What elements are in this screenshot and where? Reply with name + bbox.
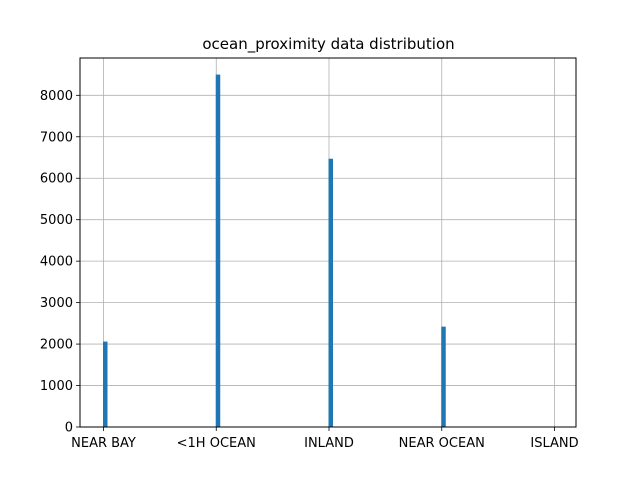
bar <box>215 74 221 428</box>
y-axis: 0 1000 2000 3000 4000 5000 6000 7000 8000 <box>40 89 80 436</box>
x-tick-label: <1H OCEAN <box>177 436 256 451</box>
x-tick-label: ISLAND <box>530 436 578 451</box>
y-tick-label: 2000 <box>40 338 73 353</box>
x-axis: NEAR BAY <1H OCEAN INLAND NEAR OCEAN ISLAND <box>71 427 579 451</box>
x-tick-label: INLAND <box>304 436 354 451</box>
y-tick-label: 7000 <box>40 130 73 145</box>
x-tick-label: NEAR OCEAN <box>399 436 485 451</box>
bar <box>103 341 108 427</box>
y-tick-label: 8000 <box>40 89 73 104</box>
bar <box>441 326 446 427</box>
grid-layer <box>80 58 576 428</box>
bar-layer <box>103 74 559 428</box>
plot-frame <box>79 57 577 428</box>
y-tick-label: 6000 <box>40 172 73 187</box>
y-tick-label: 4000 <box>40 255 73 270</box>
bar <box>328 158 333 427</box>
y-tick-label: 5000 <box>40 213 73 228</box>
x-tick-label: NEAR BAY <box>71 436 136 451</box>
chart-title: ocean_proximity data distribution <box>202 35 454 54</box>
y-tick-label: 3000 <box>40 296 73 311</box>
y-tick-label: 0 <box>65 421 73 436</box>
y-tick-label: 1000 <box>40 379 73 394</box>
